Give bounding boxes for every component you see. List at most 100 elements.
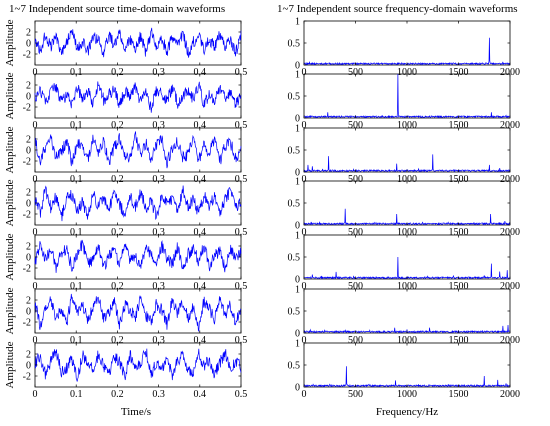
time-y-tick-label: 2 [26, 28, 31, 39]
freq-x-tick-label: 2000 [500, 67, 520, 78]
freq-y-tick-label: 1 [295, 177, 300, 188]
time-x-tick-label: 0.5 [235, 227, 248, 238]
time-x-tick-label: 0 [33, 120, 38, 131]
freq-y-tick-label: 0.5 [288, 199, 301, 210]
time-x-tick-label: 0.3 [152, 67, 165, 78]
time-x-tick-label: 0 [33, 389, 38, 400]
time-x-tick-label: 0.1 [70, 67, 83, 78]
freq-x-tick-label: 500 [348, 120, 363, 131]
time-series-1-line [34, 27, 242, 58]
time-y-tick-label: -2 [23, 50, 31, 61]
time-x-tick-label: 0.2 [111, 227, 124, 238]
time-y-tick-label: 0 [26, 361, 31, 372]
time-y-tick-label: -2 [23, 157, 31, 168]
freq-y-tick-label: 0.5 [288, 39, 301, 50]
frequency-x-axis-label: Frequency/Hz [376, 406, 438, 418]
time-y-axis-label: Amplitude [4, 19, 16, 66]
freq-x-tick-label: 2000 [500, 120, 520, 131]
time-x-tick-label: 0.1 [70, 335, 83, 346]
freq-series-6-line [303, 325, 511, 334]
time-x-tick-label: 0.4 [194, 335, 207, 346]
time-y-axis-label: Amplitude [4, 233, 16, 280]
freq-x-tick-label: 0 [302, 389, 307, 400]
freq-y-tick-label: 0 [295, 383, 300, 394]
time-x-tick-label: 0.2 [111, 67, 124, 78]
time-x-tick-label: 0.5 [235, 335, 248, 346]
time-series-3-line [34, 131, 242, 169]
time-y-tick-label: 2 [26, 188, 31, 199]
freq-x-tick-label: 500 [348, 67, 363, 78]
freq-y-tick-label: 0.5 [288, 361, 301, 372]
time-x-tick-label: 0.3 [152, 174, 165, 185]
freq-x-tick-label: 0 [302, 335, 307, 346]
freq-x-tick-label: 1500 [449, 335, 469, 346]
freq-y-tick-label: 0.5 [288, 307, 301, 318]
time-y-tick-label: -2 [23, 372, 31, 383]
time-x-tick-label: 0.1 [70, 120, 83, 131]
time-x-tick-label: 0 [33, 335, 38, 346]
time-x-tick-label: 0.1 [70, 281, 83, 292]
time-x-tick-label: 0.3 [152, 281, 165, 292]
time-y-tick-label: 2 [26, 350, 31, 361]
time-series-2-line [34, 81, 242, 113]
time-x-tick-label: 0.5 [235, 174, 248, 185]
time-series-4-line [34, 185, 242, 222]
time-y-axis-label: Amplitude [4, 287, 16, 334]
time-y-tick-label: 0 [26, 39, 31, 50]
freq-y-tick-label: 1 [295, 124, 300, 135]
freq-y-tick-label: 0 [295, 275, 300, 286]
time-x-tick-label: 0.2 [111, 281, 124, 292]
time-y-tick-label: 2 [26, 242, 31, 253]
time-y-tick-label: 0 [26, 199, 31, 210]
time-x-tick-label: 0.2 [111, 174, 124, 185]
time-x-tick-label: 0 [33, 174, 38, 185]
freq-x-tick-label: 500 [348, 174, 363, 185]
freq-x-tick-label: 500 [348, 335, 363, 346]
right-figure-title: 1~7 Independent source frequency-domain … [277, 3, 518, 15]
freq-x-tick-label: 500 [348, 227, 363, 238]
time-x-tick-label: 0.3 [152, 120, 165, 131]
freq-y-tick-label: 0.5 [288, 92, 301, 103]
freq-x-tick-label: 500 [348, 389, 363, 400]
freq-y-tick-label: 1 [295, 17, 300, 28]
time-series-7-line [34, 348, 242, 382]
freq-x-tick-label: 1000 [397, 281, 417, 292]
time-y-tick-label: -2 [23, 210, 31, 221]
freq-x-tick-label: 2000 [500, 227, 520, 238]
time-x-tick-label: 0.1 [70, 389, 83, 400]
freq-x-tick-label: 2000 [500, 281, 520, 292]
freq-x-tick-label: 1000 [397, 227, 417, 238]
freq-y-tick-label: 0 [295, 61, 300, 72]
freq-x-tick-label: 1000 [397, 335, 417, 346]
freq-y-tick-label: 1 [295, 285, 300, 296]
time-x-axis-label: Time/s [121, 406, 151, 418]
time-y-tick-label: -2 [23, 264, 31, 275]
freq-panel-7: 0 500 1000 1500 2000 0 0.5 1 [288, 339, 521, 401]
time-x-tick-label: 0.4 [194, 389, 207, 400]
time-y-axis-label: Amplitude [4, 341, 16, 388]
time-y-tick-label: 2 [26, 81, 31, 92]
time-x-tick-label: 0.5 [235, 281, 248, 292]
left-figure-title: 1~7 Independent source time-domain wavef… [9, 3, 225, 15]
time-x-tick-label: 0.1 [70, 227, 83, 238]
freq-x-tick-label: 0 [302, 120, 307, 131]
time-x-tick-label: 0.4 [194, 281, 207, 292]
freq-x-tick-label: 1000 [397, 120, 417, 131]
time-x-tick-label: 0.2 [111, 335, 124, 346]
time-y-tick-label: 0 [26, 253, 31, 264]
time-y-tick-label: -2 [23, 103, 31, 114]
freq-y-tick-label: 0.5 [288, 253, 301, 264]
time-y-tick-label: 0 [26, 146, 31, 157]
freq-x-tick-label: 1500 [449, 67, 469, 78]
time-x-tick-label: 0.3 [152, 335, 165, 346]
freq-y-tick-label: 1 [295, 70, 300, 81]
time-x-tick-label: 0.2 [111, 389, 124, 400]
freq-y-tick-label: 1 [295, 231, 300, 242]
